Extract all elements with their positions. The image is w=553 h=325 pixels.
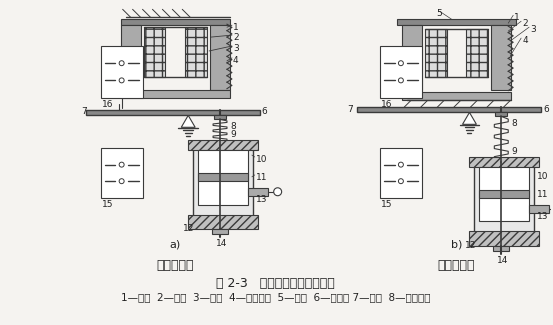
Circle shape (119, 61, 124, 66)
Bar (380, 46, 422, 98)
Bar (479, 167, 529, 222)
Circle shape (274, 188, 281, 196)
Text: 16: 16 (381, 99, 393, 109)
Text: 3: 3 (530, 25, 536, 34)
Circle shape (119, 78, 124, 83)
Bar (248, 188, 268, 196)
Text: 8: 8 (511, 119, 517, 128)
Bar (380, 148, 422, 198)
Circle shape (119, 179, 124, 184)
Text: 11: 11 (537, 190, 549, 199)
Bar (467, 29, 488, 77)
Text: b): b) (451, 239, 462, 249)
Bar (357, 108, 541, 112)
Bar (188, 140, 258, 150)
Text: 通电延时型: 通电延时型 (156, 259, 194, 272)
Text: 15: 15 (102, 200, 113, 209)
Bar (86, 111, 260, 115)
Text: 15: 15 (381, 200, 393, 209)
Text: 9: 9 (230, 130, 236, 139)
Text: 8: 8 (230, 122, 236, 131)
Circle shape (398, 61, 403, 66)
Text: 图 2-3   空气阻尼式时间继电器: 图 2-3 空气阻尼式时间继电器 (216, 277, 335, 290)
Bar (101, 148, 143, 198)
Bar (402, 92, 511, 99)
Text: 断电延时型: 断电延时型 (438, 259, 475, 272)
Text: 2: 2 (233, 33, 238, 42)
Bar (469, 231, 539, 246)
Text: 4: 4 (522, 36, 528, 45)
Bar (198, 173, 248, 181)
Bar (425, 29, 447, 77)
Text: 1: 1 (233, 23, 239, 32)
Bar (479, 190, 529, 198)
Text: 1—线圈  2—铁心  3—衔铁  4—反力弹簧  5—推板  6—活塞杆 7—杠杆  8—塔形弹簧: 1—线圈 2—铁心 3—衔铁 4—反力弹簧 5—推板 6—活塞杆 7—杠杆 8—… (121, 292, 430, 302)
Polygon shape (462, 112, 477, 124)
Text: 9: 9 (511, 147, 517, 156)
Bar (529, 205, 549, 213)
Text: 3: 3 (233, 44, 239, 53)
Bar (101, 46, 143, 98)
Text: 5: 5 (437, 9, 442, 18)
Text: 12: 12 (465, 241, 476, 250)
Text: 16: 16 (102, 99, 113, 109)
Text: 11: 11 (256, 173, 267, 182)
Bar (212, 229, 228, 234)
Circle shape (398, 162, 403, 167)
Bar (188, 214, 258, 229)
Text: 14: 14 (497, 256, 509, 265)
Text: 7: 7 (347, 106, 353, 114)
Bar (397, 19, 516, 25)
Text: 7: 7 (81, 108, 87, 116)
Text: 4: 4 (233, 56, 238, 65)
Bar (121, 19, 230, 25)
Text: a): a) (170, 239, 181, 249)
Text: 6: 6 (262, 108, 268, 116)
Bar (121, 90, 230, 97)
Circle shape (398, 179, 403, 184)
Bar (493, 246, 509, 251)
Bar (469, 157, 539, 167)
Text: 6: 6 (543, 105, 549, 113)
Polygon shape (181, 115, 195, 127)
Bar (185, 27, 207, 77)
Bar (214, 115, 226, 119)
Text: 10: 10 (256, 155, 267, 164)
Text: 13: 13 (256, 195, 267, 204)
Bar (495, 112, 507, 116)
Bar (143, 27, 165, 77)
Bar (402, 25, 422, 90)
Bar (198, 150, 248, 205)
Bar (474, 162, 534, 236)
Bar (193, 145, 253, 219)
Text: 2: 2 (522, 19, 528, 28)
Text: 14: 14 (216, 239, 227, 248)
Bar (121, 25, 140, 90)
Text: 1: 1 (514, 13, 520, 22)
Circle shape (398, 78, 403, 83)
Text: 12: 12 (183, 225, 195, 233)
Circle shape (119, 162, 124, 167)
Bar (210, 25, 230, 90)
Text: 10: 10 (537, 172, 549, 181)
Text: 13: 13 (537, 212, 549, 221)
Bar (491, 25, 511, 90)
